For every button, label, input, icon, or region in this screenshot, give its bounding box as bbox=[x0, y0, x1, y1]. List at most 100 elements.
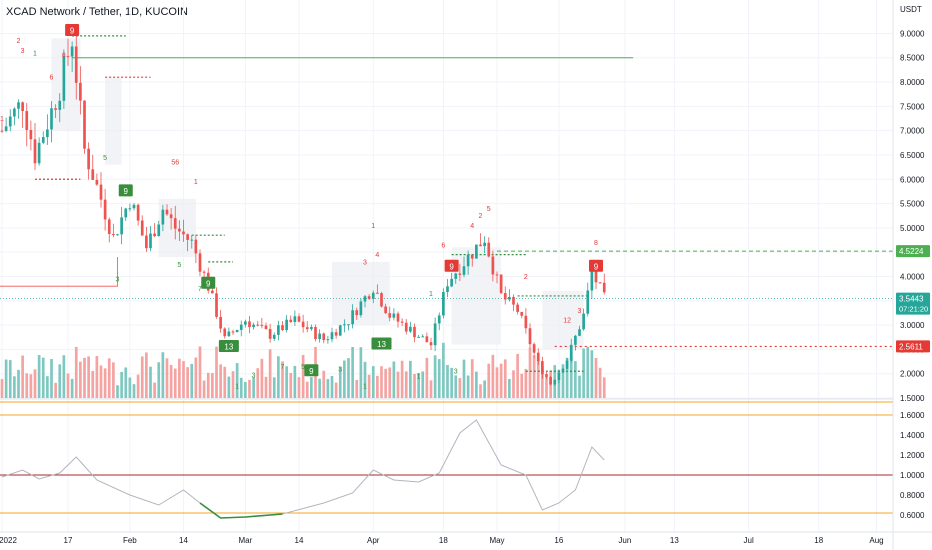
candle-body bbox=[541, 361, 544, 375]
indicator-axis[interactable]: 1.6000 1.4000 1.2000 1.0000 0.8000 0.6000 bbox=[900, 411, 925, 520]
volume-bar bbox=[442, 342, 445, 398]
candle-body bbox=[425, 336, 429, 343]
candle-body bbox=[223, 328, 227, 337]
td-box-text: 9 bbox=[594, 262, 599, 271]
candle-body bbox=[417, 336, 420, 338]
candle-body bbox=[590, 270, 594, 291]
candle-body bbox=[112, 234, 115, 236]
candle-body bbox=[21, 102, 24, 112]
volume-bar bbox=[132, 384, 136, 398]
indicator-tick-label: 1.6000 bbox=[900, 411, 925, 420]
volume-bar bbox=[66, 373, 70, 398]
candle-body bbox=[557, 372, 561, 380]
candle-body bbox=[392, 313, 396, 318]
volume-bar bbox=[499, 363, 503, 398]
volume-bar bbox=[487, 363, 491, 398]
td-shaded-zones bbox=[51, 38, 584, 350]
volume-bar bbox=[425, 357, 429, 398]
candle-body bbox=[124, 208, 128, 218]
candle-body bbox=[87, 148, 90, 170]
td-count-label: 2 bbox=[17, 38, 21, 45]
candle-body bbox=[50, 108, 53, 130]
candle-body bbox=[516, 304, 519, 312]
volume-bar bbox=[602, 377, 606, 398]
volume-bar bbox=[124, 367, 128, 398]
volume-bar bbox=[503, 359, 507, 398]
candle-body bbox=[165, 209, 169, 215]
candle-body bbox=[29, 129, 33, 140]
volume-bar bbox=[46, 376, 49, 398]
time-axis[interactable]: 2022 17 Feb 14 Mar 14 Apr 18 May 16 Jun 13 Jul 18 Aug bbox=[0, 536, 884, 545]
candle-body bbox=[173, 218, 177, 229]
volume-bar bbox=[161, 352, 165, 398]
volume-bar bbox=[400, 360, 404, 398]
indicator-tick-label: 1.4000 bbox=[900, 431, 925, 440]
td-count-label: 1 bbox=[371, 223, 375, 230]
volume-bar bbox=[310, 377, 313, 398]
candle-body bbox=[520, 311, 524, 316]
candle-body bbox=[272, 334, 276, 339]
candle-body bbox=[66, 56, 70, 58]
volume-bar bbox=[21, 355, 24, 398]
candle-body bbox=[553, 379, 557, 385]
support-badge: 2.5611 bbox=[899, 342, 923, 351]
td-count-label: 1 bbox=[417, 374, 421, 381]
volume-bar bbox=[25, 373, 29, 398]
candle-body bbox=[74, 46, 78, 83]
currency-label: USDT bbox=[900, 5, 922, 14]
volume-bar bbox=[322, 370, 326, 398]
td-count-label: 5 bbox=[487, 206, 491, 213]
candle-body bbox=[495, 274, 499, 276]
volume-bar bbox=[491, 354, 495, 398]
price-tick-label: 6.5000 bbox=[900, 151, 925, 160]
candle-body bbox=[99, 184, 103, 200]
volume-bar bbox=[198, 346, 202, 398]
candle-body bbox=[239, 324, 243, 330]
candle-body bbox=[70, 46, 74, 57]
volume-bar bbox=[433, 355, 437, 398]
candle-body bbox=[79, 82, 82, 101]
candle-body bbox=[413, 326, 416, 338]
td-count-label: 6 bbox=[441, 242, 445, 249]
volume-bar bbox=[194, 357, 198, 398]
volume-bar bbox=[380, 366, 383, 398]
td-count-label: 1 bbox=[0, 116, 4, 123]
candle-body bbox=[145, 235, 148, 249]
time-tick-label: Mar bbox=[238, 536, 252, 545]
time-tick-label: May bbox=[489, 536, 504, 545]
volume-bar bbox=[281, 361, 284, 398]
countdown-label: 07:21:20 bbox=[899, 305, 928, 314]
volume-bar bbox=[120, 371, 123, 398]
volume-bar bbox=[301, 354, 305, 398]
td-box-text: 9 bbox=[449, 262, 454, 271]
td-box-text: 9 bbox=[70, 27, 75, 36]
volume-bar bbox=[413, 373, 416, 398]
candle-body bbox=[54, 108, 57, 110]
time-tick-label: 14 bbox=[179, 536, 188, 545]
resistance-badge-bg bbox=[896, 245, 930, 258]
candle-body bbox=[289, 319, 293, 322]
volume-bar bbox=[586, 346, 590, 398]
volume-bar bbox=[211, 373, 214, 398]
candle-body bbox=[487, 242, 491, 257]
indicator-tick-label: 0.8000 bbox=[900, 491, 925, 500]
candle-body bbox=[252, 324, 255, 328]
volume-bar bbox=[54, 382, 57, 398]
candle-body bbox=[17, 102, 20, 109]
price-tick-label: 2.0000 bbox=[900, 370, 925, 379]
volume-bar bbox=[219, 364, 222, 398]
volume-bar bbox=[70, 378, 74, 398]
volume-bar bbox=[206, 372, 210, 398]
volume-bar bbox=[260, 358, 264, 398]
volume-bar bbox=[371, 366, 375, 398]
candle-body bbox=[470, 254, 474, 259]
volume-bar bbox=[557, 369, 561, 398]
candle-body bbox=[565, 360, 569, 369]
stop-line bbox=[0, 257, 118, 287]
td-box-label bbox=[118, 184, 133, 197]
volume-bar bbox=[248, 379, 251, 398]
volume-bar bbox=[508, 378, 511, 398]
candle-body bbox=[136, 204, 140, 221]
candle-body bbox=[91, 169, 95, 180]
